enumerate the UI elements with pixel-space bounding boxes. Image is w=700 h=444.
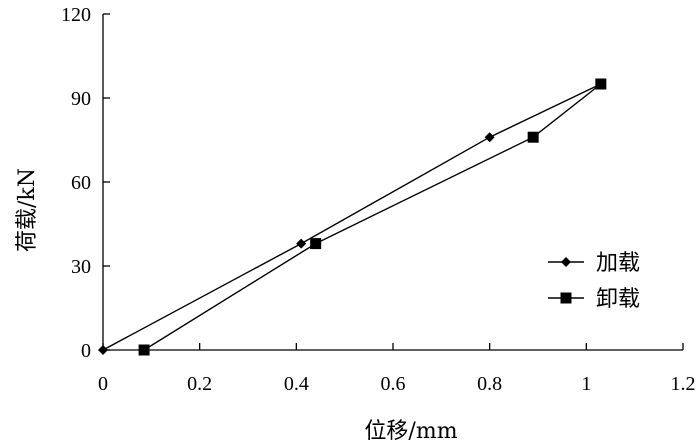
y-tick-label: 90 bbox=[71, 88, 91, 110]
series-square bbox=[138, 78, 607, 356]
x-tick-label: 0 bbox=[98, 373, 108, 395]
data-point-diamond bbox=[484, 132, 495, 143]
data-point-diamond bbox=[98, 345, 108, 355]
x-tick-label: 1.2 bbox=[671, 373, 696, 395]
series-diamond bbox=[98, 79, 606, 355]
y-tick-label: 120 bbox=[61, 4, 91, 26]
series-line-diamond bbox=[102, 83, 602, 351]
x-axis-title: 位移/mm bbox=[364, 419, 457, 444]
x-tick-label: 0.2 bbox=[187, 373, 212, 395]
data-point-square bbox=[138, 344, 150, 356]
data-point-square bbox=[310, 238, 322, 250]
data-point-square bbox=[595, 78, 607, 90]
legend-marker-diamond bbox=[561, 257, 571, 267]
y-axis-title: 荷载/kN bbox=[15, 168, 40, 252]
legend-label: 卸载 bbox=[596, 287, 640, 312]
data-point-diamond bbox=[296, 238, 307, 249]
data-point-square bbox=[527, 131, 539, 143]
legend-label: 加载 bbox=[596, 251, 640, 276]
legend-marker-square bbox=[560, 292, 572, 304]
series bbox=[98, 78, 607, 356]
x-tick-label: 0.6 bbox=[381, 373, 406, 395]
x-tick-label: 0.4 bbox=[284, 373, 309, 395]
x-tick-label: 0.8 bbox=[477, 373, 502, 395]
ticks: 0 30 60 90 120 0 0.2 0.4 0.6 0.8 1 1.2 bbox=[61, 4, 696, 395]
x-tick-label: 1 bbox=[581, 373, 591, 395]
series-line-square bbox=[143, 83, 602, 351]
y-tick-label: 30 bbox=[71, 256, 91, 278]
y-tick-label: 0 bbox=[81, 340, 91, 362]
legend-item-diamond: 加载 bbox=[548, 251, 640, 276]
legend-item-square: 卸载 bbox=[548, 287, 640, 312]
y-tick-label: 60 bbox=[71, 172, 91, 194]
